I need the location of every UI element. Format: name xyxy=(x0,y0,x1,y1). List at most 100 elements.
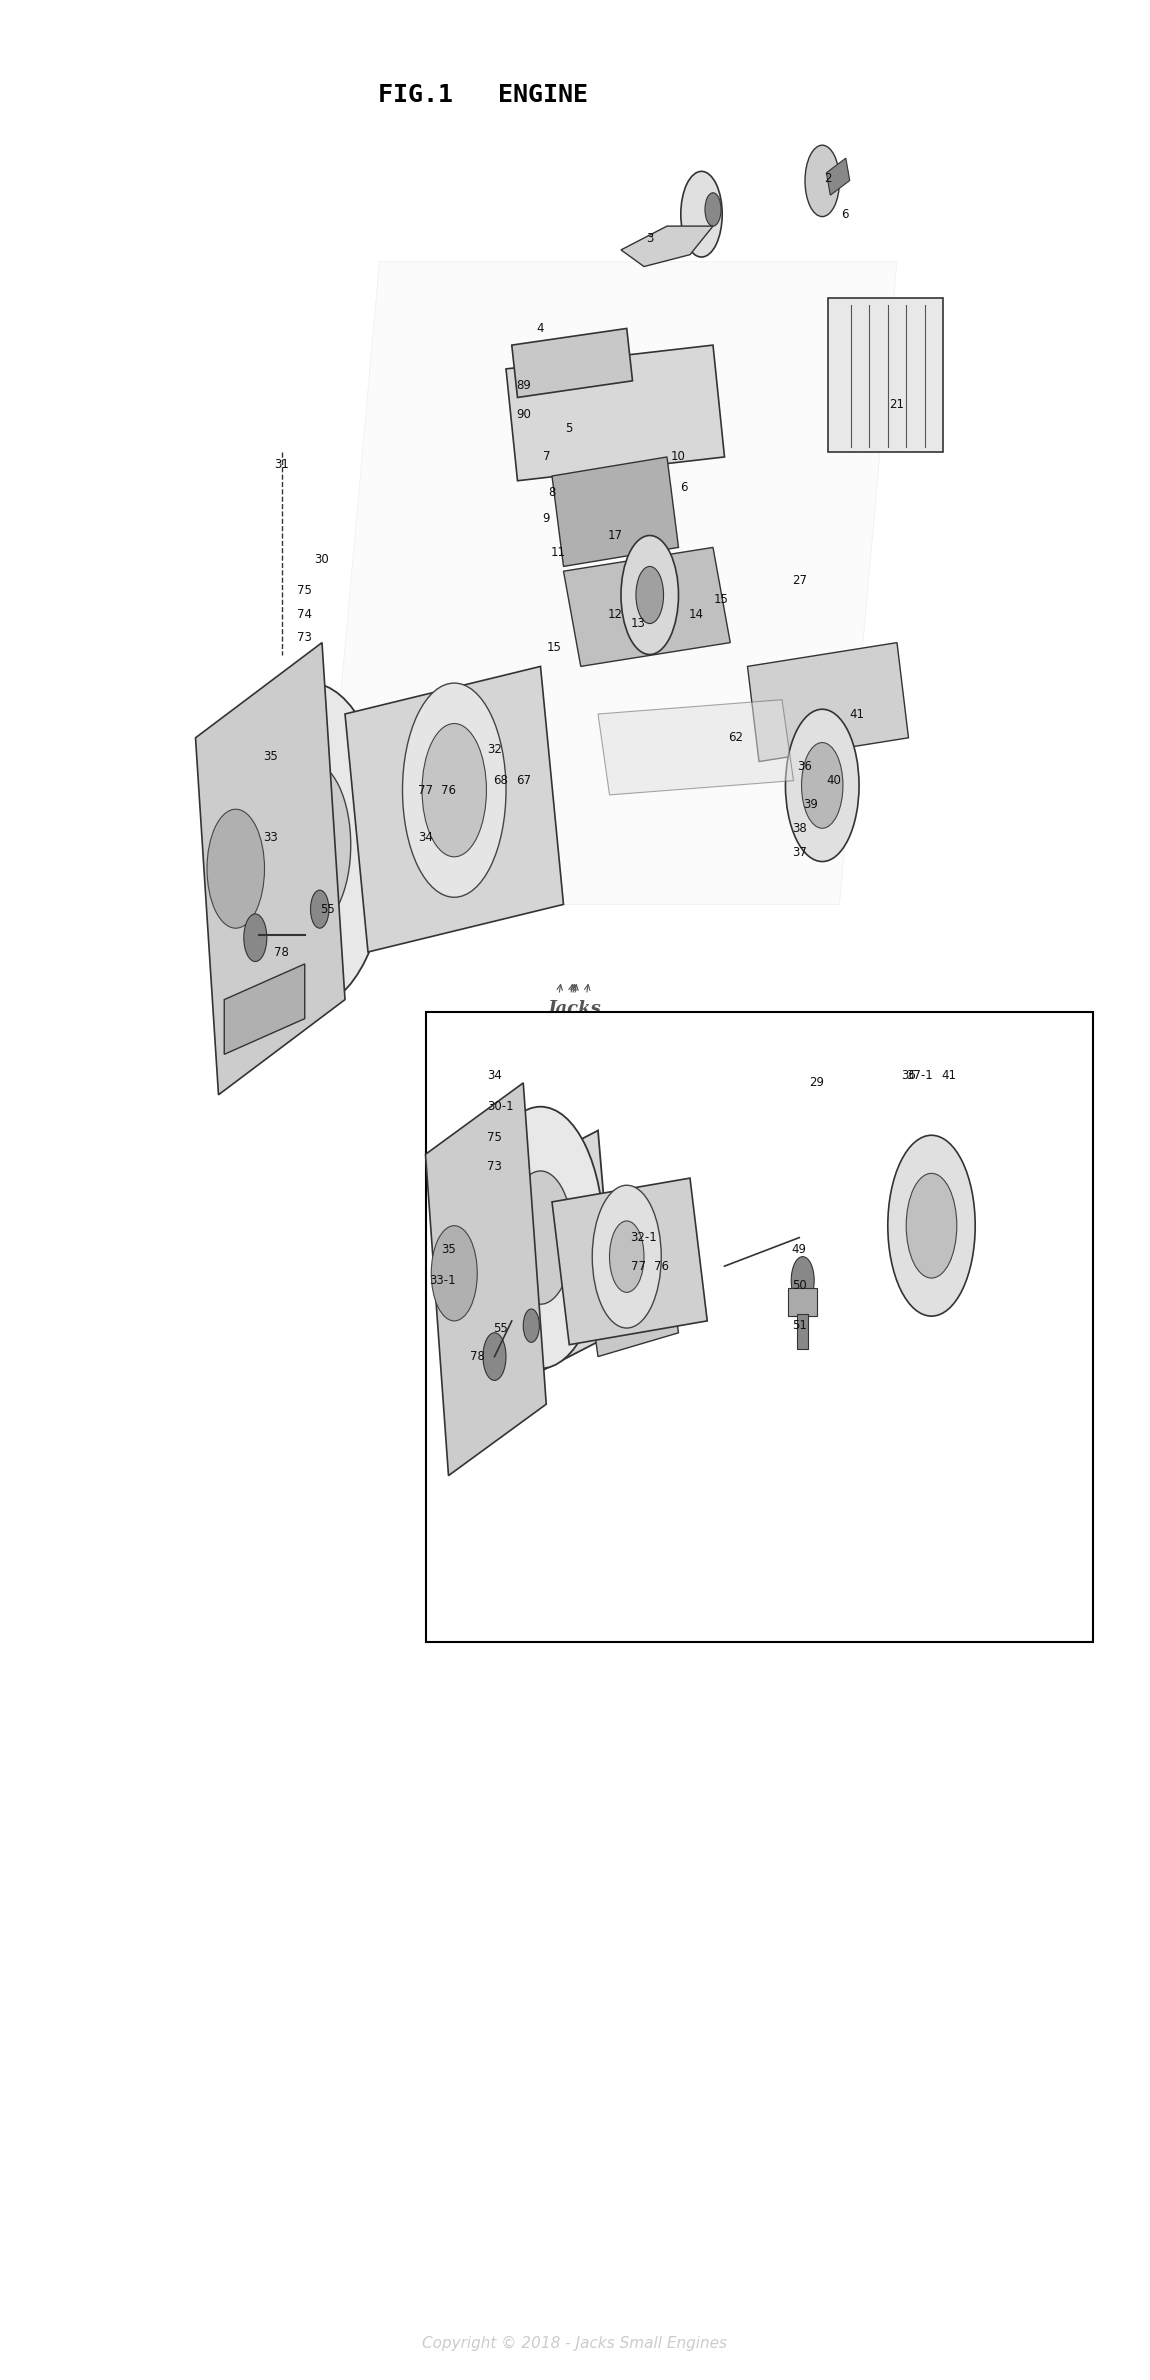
Circle shape xyxy=(422,724,486,857)
Text: 62: 62 xyxy=(728,731,744,745)
Text: 75: 75 xyxy=(488,1130,501,1145)
Circle shape xyxy=(523,1309,539,1342)
Text: 77: 77 xyxy=(417,783,434,797)
Text: 68: 68 xyxy=(493,774,507,788)
Text: 37: 37 xyxy=(792,845,806,859)
Bar xyxy=(828,298,943,452)
Text: 15: 15 xyxy=(547,640,561,654)
Text: 76: 76 xyxy=(440,783,457,797)
Polygon shape xyxy=(552,457,678,566)
Polygon shape xyxy=(564,547,730,666)
Text: 39: 39 xyxy=(804,797,818,812)
Text: ®: ® xyxy=(569,1033,581,1042)
Text: 76: 76 xyxy=(653,1259,669,1273)
Circle shape xyxy=(431,1226,477,1321)
Text: 29: 29 xyxy=(808,1076,825,1090)
Text: 67: 67 xyxy=(515,774,531,788)
Text: 3: 3 xyxy=(646,231,653,245)
Text: 31: 31 xyxy=(275,457,289,471)
Text: 5: 5 xyxy=(566,421,573,436)
Text: 33-1: 33-1 xyxy=(429,1273,457,1288)
Circle shape xyxy=(785,709,859,862)
Text: 40: 40 xyxy=(827,774,841,788)
Text: 10: 10 xyxy=(672,450,685,464)
Polygon shape xyxy=(345,666,564,952)
Text: Jacks: Jacks xyxy=(549,1000,601,1019)
Text: 37-1: 37-1 xyxy=(906,1069,934,1083)
Circle shape xyxy=(207,809,264,928)
Circle shape xyxy=(270,762,351,928)
Circle shape xyxy=(477,1107,604,1368)
Text: 50: 50 xyxy=(792,1278,806,1292)
Circle shape xyxy=(791,1257,814,1304)
Polygon shape xyxy=(437,1130,615,1416)
Text: 6: 6 xyxy=(681,481,688,495)
Text: FIG.1   ENGINE: FIG.1 ENGINE xyxy=(378,83,588,107)
Circle shape xyxy=(310,890,329,928)
Text: 55: 55 xyxy=(321,902,335,916)
Text: 90: 90 xyxy=(516,407,530,421)
Text: 33: 33 xyxy=(263,831,277,845)
Text: 55: 55 xyxy=(493,1321,507,1335)
Polygon shape xyxy=(598,700,793,795)
Bar xyxy=(827,157,850,195)
Circle shape xyxy=(592,1185,661,1328)
Text: 27: 27 xyxy=(791,574,807,588)
Text: 89: 89 xyxy=(516,378,530,393)
Text: 34: 34 xyxy=(419,831,432,845)
Text: 32-1: 32-1 xyxy=(630,1230,658,1245)
Circle shape xyxy=(508,1171,573,1304)
Circle shape xyxy=(244,914,267,962)
Polygon shape xyxy=(224,964,305,1054)
Text: 77: 77 xyxy=(630,1259,646,1273)
Text: 30-1: 30-1 xyxy=(486,1100,514,1114)
Text: 21: 21 xyxy=(889,397,905,412)
Polygon shape xyxy=(506,345,724,481)
Text: 35: 35 xyxy=(442,1242,455,1257)
Text: 36: 36 xyxy=(902,1069,915,1083)
Text: 73: 73 xyxy=(488,1159,501,1173)
Text: 78: 78 xyxy=(470,1349,484,1364)
Polygon shape xyxy=(322,262,897,904)
Polygon shape xyxy=(426,1083,546,1476)
Text: 32: 32 xyxy=(488,743,501,757)
Text: 35: 35 xyxy=(263,750,277,764)
Circle shape xyxy=(802,743,843,828)
Text: 78: 78 xyxy=(275,945,289,959)
Circle shape xyxy=(705,193,721,226)
Text: Copyright © 2018 - Jacks Small Engines: Copyright © 2018 - Jacks Small Engines xyxy=(422,2337,728,2351)
Text: 15: 15 xyxy=(714,593,728,607)
FancyBboxPatch shape xyxy=(426,1012,1092,1642)
Text: 51: 51 xyxy=(792,1319,806,1333)
Polygon shape xyxy=(196,643,345,1095)
Polygon shape xyxy=(207,714,414,1000)
Text: 34: 34 xyxy=(488,1069,501,1083)
Circle shape xyxy=(610,1221,644,1292)
Text: 74: 74 xyxy=(297,607,313,621)
Text: 73: 73 xyxy=(298,631,312,645)
Text: 12: 12 xyxy=(607,607,623,621)
Text: 38: 38 xyxy=(792,821,806,835)
Text: 13: 13 xyxy=(631,616,645,631)
Polygon shape xyxy=(621,226,713,267)
Polygon shape xyxy=(512,328,632,397)
Text: 7: 7 xyxy=(543,450,550,464)
Circle shape xyxy=(297,816,324,873)
Circle shape xyxy=(888,1135,975,1316)
Circle shape xyxy=(483,1333,506,1380)
Circle shape xyxy=(681,171,722,257)
Text: 17: 17 xyxy=(607,528,623,543)
Circle shape xyxy=(636,566,664,624)
Text: 30: 30 xyxy=(315,552,329,566)
Polygon shape xyxy=(586,1250,678,1357)
Text: 4: 4 xyxy=(537,321,544,336)
Circle shape xyxy=(621,536,678,654)
Circle shape xyxy=(906,1173,957,1278)
Text: 41: 41 xyxy=(849,707,865,721)
Text: 2: 2 xyxy=(825,171,831,186)
Text: 11: 11 xyxy=(550,545,566,559)
Polygon shape xyxy=(748,643,908,762)
Polygon shape xyxy=(552,1178,707,1345)
Text: 41: 41 xyxy=(941,1069,957,1083)
Circle shape xyxy=(232,683,389,1007)
